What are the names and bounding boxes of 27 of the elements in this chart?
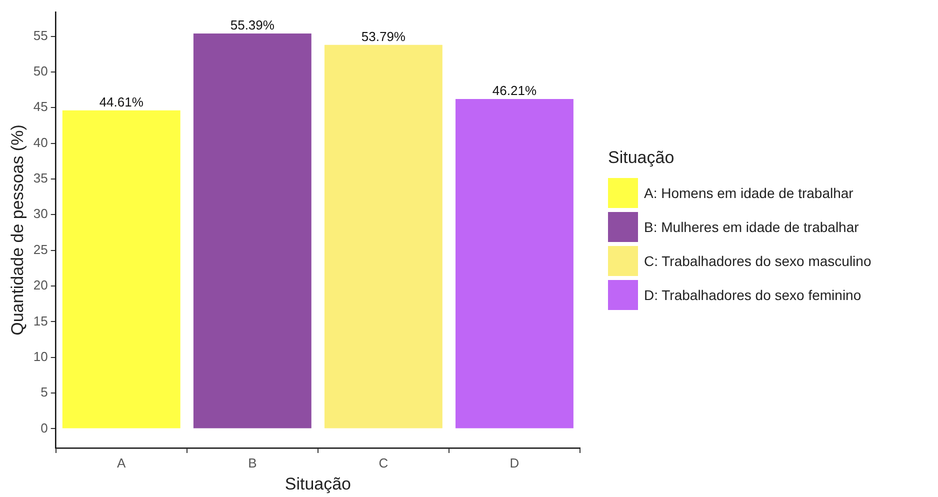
legend-label: C: Trabalhadores do sexo masculino xyxy=(644,253,872,269)
data-label: 53.79% xyxy=(361,28,406,44)
legend-label: D: Trabalhadores do sexo feminino xyxy=(644,287,862,303)
data-label: 55.39% xyxy=(230,18,275,33)
y-tick-label: 30 xyxy=(33,206,48,222)
data-label: 44.61% xyxy=(99,94,144,110)
y-tick-label: 20 xyxy=(33,278,48,293)
x-tick-label: C xyxy=(378,455,388,470)
data-label: 46.21% xyxy=(492,83,537,98)
y-tick-label: 10 xyxy=(33,348,48,364)
x-tick-label: A xyxy=(117,455,126,470)
y-tick-label: 5 xyxy=(40,384,48,400)
x-tick-label: D xyxy=(510,455,520,470)
legend-label: B: Mulheres em idade de trabalhar xyxy=(644,219,859,235)
y-tick-label: 35 xyxy=(33,170,48,186)
y-tick-label: 45 xyxy=(33,99,48,114)
y-axis-title: Quantidade de pessoas (%) xyxy=(8,124,27,336)
y-tick-label: 25 xyxy=(33,242,48,257)
y-tick-label: 50 xyxy=(33,64,48,79)
legend-title: Situação xyxy=(608,148,676,168)
y-tick-label: 55 xyxy=(33,28,48,43)
legend-label: A: Homens em idade de trabalhar xyxy=(644,185,854,201)
x-tick-label: B xyxy=(248,455,257,470)
y-tick-label: 40 xyxy=(33,134,48,150)
y-tick-label: 15 xyxy=(33,313,48,328)
x-axis-title: Situação xyxy=(284,474,352,494)
y-tick-label: 0 xyxy=(40,420,48,436)
